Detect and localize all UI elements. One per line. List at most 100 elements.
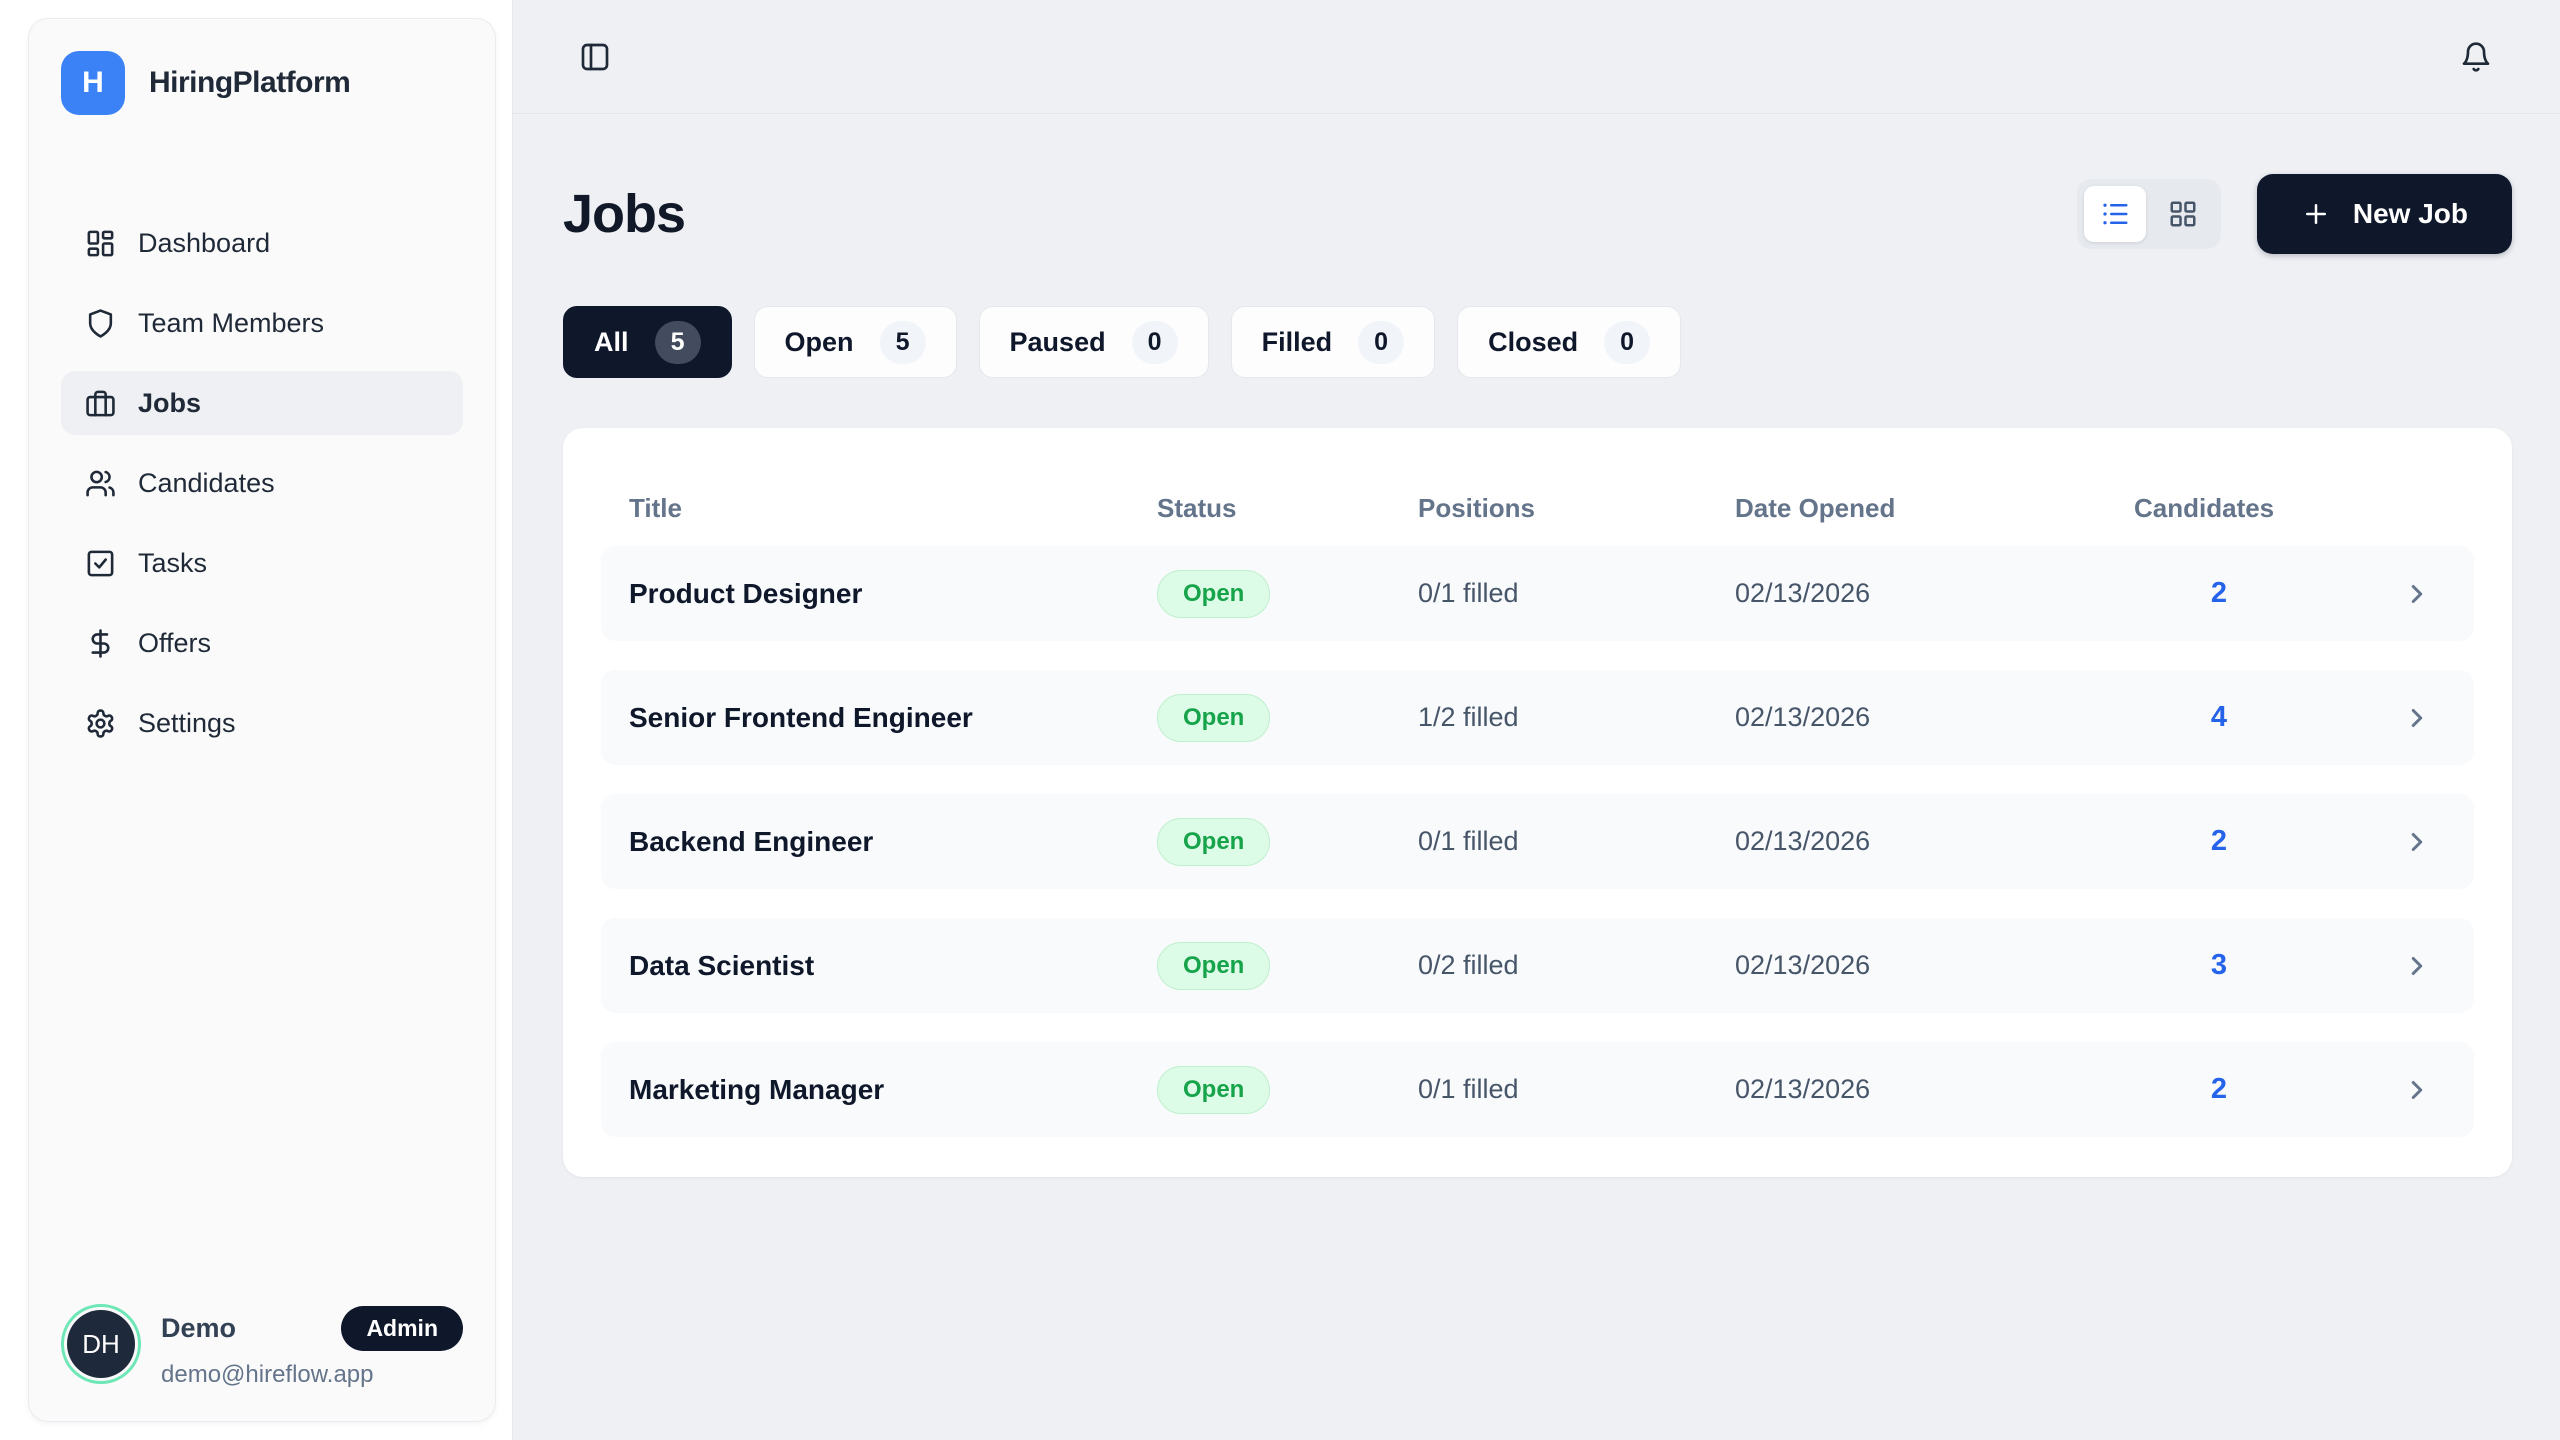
sidebar-item-label: Settings — [138, 707, 236, 738]
job-status-cell: Open — [1157, 693, 1418, 742]
job-status-cell: Open — [1157, 817, 1418, 866]
new-job-label: New Job — [2352, 198, 2468, 229]
sidebar: H HiringPlatform Dashboard Team Members … — [28, 18, 496, 1422]
status-badge: Open — [1157, 1065, 1271, 1114]
job-date-opened: 02/13/2026 — [1735, 950, 1871, 980]
sidebar-toggle-icon[interactable] — [579, 40, 613, 74]
shield-icon — [85, 308, 116, 339]
chevron-right-icon — [2402, 1075, 2432, 1105]
status-badge: Open — [1157, 817, 1271, 866]
job-candidates-count[interactable]: 2 — [2210, 577, 2228, 609]
job-title: Data Scientist — [629, 949, 815, 981]
job-open-cell[interactable] — [2344, 579, 2474, 609]
filter-all[interactable]: All 5 — [563, 306, 732, 378]
chevron-right-icon — [2402, 951, 2432, 981]
table-row[interactable]: Backend Engineer Open 0/1 filled 02/13/2… — [601, 794, 2474, 889]
sidebar-nav: Dashboard Team Members Jobs Candidates T… — [61, 211, 463, 755]
filter-count-badge: 5 — [654, 320, 701, 364]
job-candidates-count[interactable]: 3 — [2210, 949, 2228, 981]
sidebar-item-label: Team Members — [138, 307, 325, 338]
dashboard-icon — [85, 228, 116, 259]
list-view-button[interactable] — [2083, 186, 2146, 242]
chevron-right-icon — [2402, 703, 2432, 733]
job-open-cell[interactable] — [2344, 1075, 2474, 1105]
filter-label: All — [594, 326, 629, 357]
main-region: Jobs — [512, 0, 2560, 1440]
job-title: Senior Frontend Engineer — [629, 701, 973, 733]
grid-view-icon — [2168, 199, 2198, 229]
job-positions: 0/1 filled — [1418, 1074, 1519, 1104]
job-candidates-count[interactable]: 2 — [2210, 825, 2228, 857]
column-header-date-opened: Date Opened — [1735, 492, 1896, 523]
bell-icon[interactable] — [2460, 40, 2494, 74]
filter-label: Open — [784, 326, 854, 357]
filter-count-badge: 0 — [1131, 320, 1178, 364]
jobs-page: Jobs — [513, 114, 2560, 1177]
jobs-table-body: Product Designer Open 0/1 filled 02/13/2… — [601, 546, 2474, 1137]
avatar: DH — [61, 1304, 141, 1384]
job-title: Marketing Manager — [629, 1073, 885, 1105]
sidebar-item-jobs[interactable]: Jobs — [61, 371, 463, 435]
view-toggle — [2076, 179, 2221, 249]
column-header-candidates: Candidates — [2134, 492, 2275, 523]
job-candidates-count[interactable]: 4 — [2210, 701, 2228, 733]
filter-paused[interactable]: Paused 0 — [978, 306, 1209, 378]
filter-label: Closed — [1488, 326, 1579, 357]
task-check-icon — [85, 548, 116, 579]
job-status-cell: Open — [1157, 569, 1418, 618]
plus-icon — [2301, 199, 2331, 229]
job-positions: 0/1 filled — [1418, 578, 1519, 608]
job-open-cell[interactable] — [2344, 703, 2474, 733]
sidebar-item-offers[interactable]: Offers — [61, 611, 463, 675]
filter-filled[interactable]: Filled 0 — [1230, 306, 1436, 378]
job-date-opened: 02/13/2026 — [1735, 1074, 1871, 1104]
briefcase-icon — [85, 388, 116, 419]
job-positions: 0/1 filled — [1418, 826, 1519, 856]
topbar — [513, 0, 2560, 114]
dollar-icon — [85, 628, 116, 659]
sidebar-item-label: Tasks — [138, 547, 208, 578]
status-badge: Open — [1157, 569, 1271, 618]
jobs-table-header: Title Status Positions Date Opened Candi… — [601, 470, 2474, 546]
job-open-cell[interactable] — [2344, 827, 2474, 857]
sidebar-item-candidates[interactable]: Candidates — [61, 451, 463, 515]
sidebar-item-label: Jobs — [138, 387, 202, 418]
job-open-cell[interactable] — [2344, 951, 2474, 981]
filter-count-badge: 0 — [1358, 320, 1405, 364]
sidebar-item-label: Candidates — [138, 467, 275, 498]
sidebar-item-team-members[interactable]: Team Members — [61, 291, 463, 355]
column-header-title: Title — [629, 492, 682, 523]
job-positions: 1/2 filled — [1418, 702, 1519, 732]
table-row[interactable]: Marketing Manager Open 0/1 filled 02/13/… — [601, 1042, 2474, 1137]
status-badge: Open — [1157, 941, 1271, 990]
user-email: demo@hireflow.app — [161, 1361, 374, 1388]
job-positions: 0/2 filled — [1418, 950, 1519, 980]
table-row[interactable]: Product Designer Open 0/1 filled 02/13/2… — [601, 546, 2474, 641]
job-title: Product Designer — [629, 577, 863, 609]
sidebar-user[interactable]: DH Demo Admin demo@hireflow.app — [61, 1304, 463, 1389]
sidebar-item-settings[interactable]: Settings — [61, 691, 463, 755]
job-candidates-count[interactable]: 2 — [2210, 1073, 2228, 1105]
filter-open[interactable]: Open 5 — [753, 306, 957, 378]
grid-view-button[interactable] — [2152, 186, 2214, 242]
status-filters: All 5 Open 5 Paused 0 Filled 0 Closed 0 — [563, 306, 2512, 378]
job-status-cell: Open — [1157, 941, 1418, 990]
new-job-button[interactable]: New Job — [2256, 174, 2512, 254]
sidebar-item-dashboard[interactable]: Dashboard — [61, 211, 463, 275]
gear-icon — [85, 708, 116, 739]
filter-count-badge: 5 — [879, 320, 926, 364]
job-status-cell: Open — [1157, 1065, 1418, 1114]
user-info: Demo Admin demo@hireflow.app — [161, 1304, 463, 1389]
jobs-table-card: Title Status Positions Date Opened Candi… — [563, 428, 2512, 1177]
user-name: Demo — [161, 1313, 237, 1343]
sidebar-item-label: Offers — [138, 627, 212, 658]
sidebar-item-tasks[interactable]: Tasks — [61, 531, 463, 595]
brand-logo: H — [61, 51, 125, 115]
users-icon — [85, 468, 116, 499]
table-row[interactable]: Senior Frontend Engineer Open 1/2 filled… — [601, 670, 2474, 765]
job-date-opened: 02/13/2026 — [1735, 702, 1871, 732]
chevron-right-icon — [2402, 827, 2432, 857]
table-row[interactable]: Data Scientist Open 0/2 filled 02/13/202… — [601, 918, 2474, 1013]
list-view-icon — [2100, 199, 2130, 229]
filter-closed[interactable]: Closed 0 — [1457, 306, 1682, 378]
